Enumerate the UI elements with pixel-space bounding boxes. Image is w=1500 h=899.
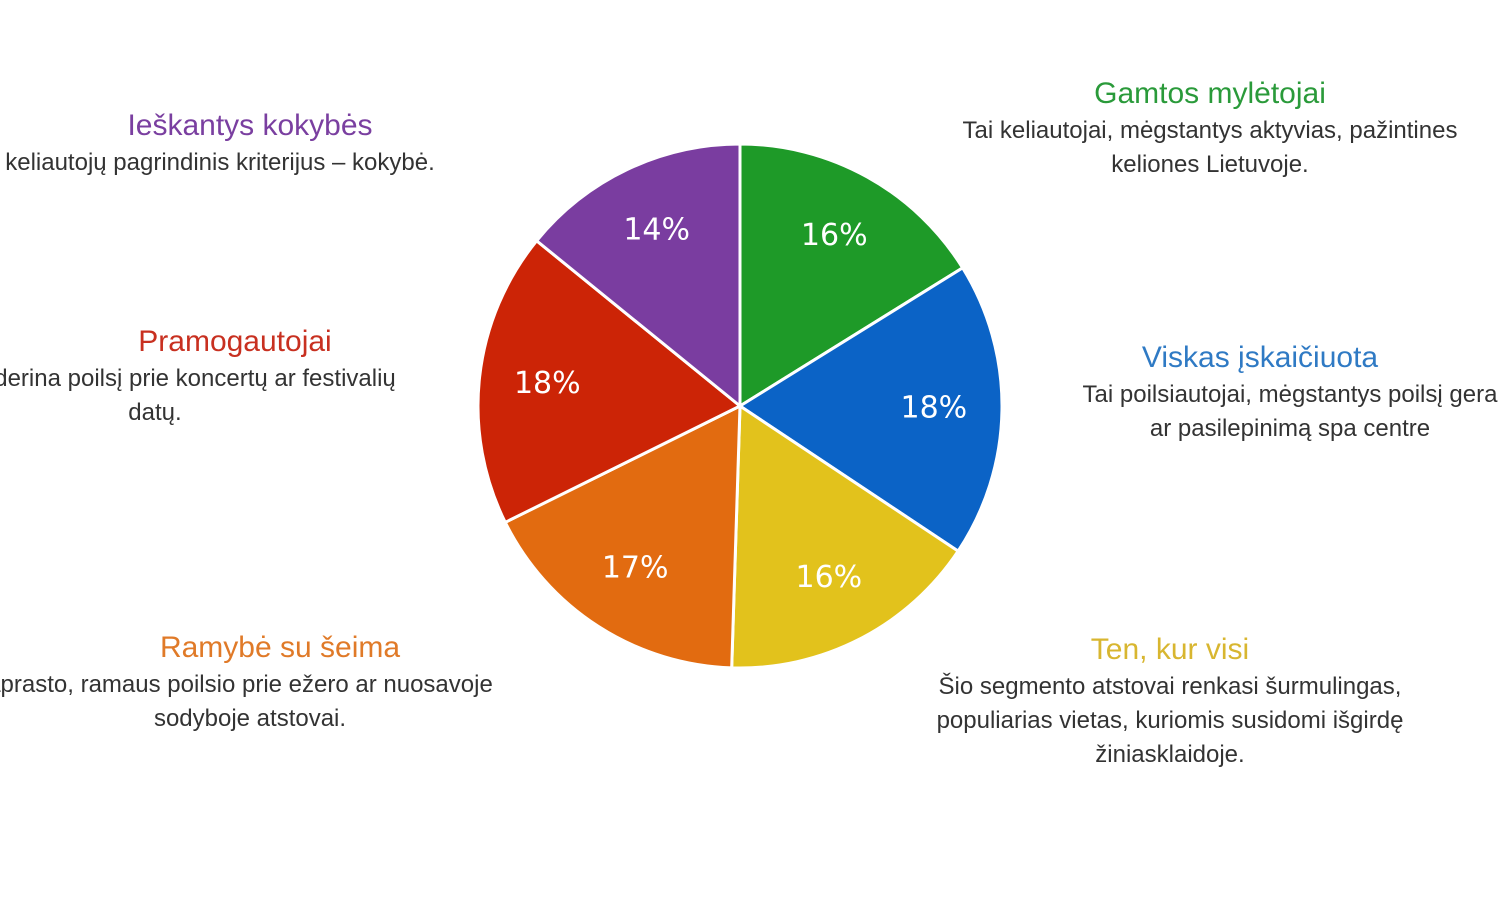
segment-title: Viskas įskaičiuota <box>1141 341 1379 374</box>
segment-description: aprasto, ramaus poilsio prie ežero ar nu… <box>0 668 560 736</box>
segment-label-nature: Gamtos mylėtojai Tai keliautojai, mėgsta… <box>920 76 1500 182</box>
description-line: ar pasilepinimą spa centre <box>1149 415 1431 442</box>
segment-description: ų keliautojų pagrindinis kriterijus – ko… <box>0 146 500 180</box>
description-line: datų. <box>128 399 182 426</box>
segment-description: Šio segmento atstovai renkasi šurmulinga… <box>890 670 1450 772</box>
slice-all-inclusive <box>737 265 1004 554</box>
slice-fun <box>476 238 743 525</box>
segment-title: Gamtos mylėtojai <box>1094 77 1326 110</box>
slice-crowd <box>730 403 961 670</box>
slice-nature <box>738 142 965 409</box>
description-line: keliones Lietuvoje. <box>1111 151 1309 178</box>
slice-percent-label: 18% <box>901 391 968 426</box>
description-line: Šio segmento atstovai renkasi šurmulinga… <box>938 673 1402 700</box>
segment-description: Tai poilsiautojai, mėgstantys poilsį ger… <box>1020 378 1500 446</box>
description-line: žiniasklaidoje. <box>1095 741 1245 768</box>
segment-label-crowd: Ten, kur visi Šio segmento atstovai renk… <box>890 632 1450 772</box>
segment-title: Ten, kur visi <box>1090 633 1250 666</box>
slice-percent-label: 14% <box>623 212 690 247</box>
description-line: Tai poilsiautojai, mėgstantys poilsį ger… <box>1082 381 1498 408</box>
segment-label-all-inclusive: Viskas įskaičiuota Tai poilsiautojai, mė… <box>1020 340 1500 446</box>
description-line: Tai keliautojai, mėgstantys aktyvias, pa… <box>962 117 1458 144</box>
description-line: aprasto, ramaus poilsio prie ežero ar nu… <box>0 671 493 698</box>
description-line: ų keliautojų pagrindinis kriterijus – ko… <box>0 149 435 176</box>
segment-title: Ramybė su šeima <box>159 631 401 664</box>
segment-label-quality: Ieškantys kokybės ų keliautojų pagrindin… <box>0 108 500 180</box>
segment-title: Pramogautojai <box>138 325 332 358</box>
segment-description: Tai keliautojai, mėgstantys aktyvias, pa… <box>920 114 1500 182</box>
segment-description: derina poilsį prie koncertų ar festivali… <box>0 362 470 430</box>
segment-label-fun: Pramogautojai derina poilsį prie koncert… <box>0 324 470 430</box>
description-line: populiarias vietas, kuriomis susidomi iš… <box>936 707 1404 734</box>
slice-quality <box>534 142 742 410</box>
slice-percent-label: 16% <box>801 218 868 253</box>
slice-family <box>503 403 742 670</box>
slice-percent-label: 16% <box>795 560 862 595</box>
description-line: sodyboje atstovai. <box>153 705 347 732</box>
slice-percent-label: 17% <box>602 551 669 586</box>
segment-title: Ieškantys kokybės <box>127 109 373 142</box>
segment-label-family: Ramybė su šeima aprasto, ramaus poilsio … <box>0 630 560 736</box>
description-line: derina poilsį prie koncertų ar festivali… <box>0 365 396 392</box>
slice-percent-label: 18% <box>514 366 581 401</box>
